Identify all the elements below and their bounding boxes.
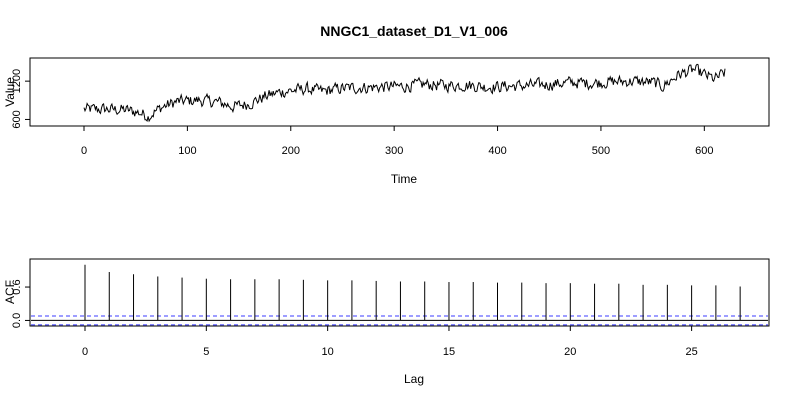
acf-axis-label: ACF [3,280,17,304]
x-tick-label: 300 [385,145,403,157]
y-tick-label: 600 [11,110,23,128]
x-tick-label: 500 [592,145,610,157]
acf-confidence-band [31,315,768,326]
acf-bars [84,264,741,321]
acf-frame [29,258,770,327]
y-tick-label: 1200 [11,69,23,93]
lag-axis-label: Lag [404,372,424,386]
x-tick-label: 10 [322,346,334,358]
x-tick-label: 5 [203,346,209,358]
time-series-panel: 600 1200 0 100 200 300 400 500 600 Time Value [3,57,770,186]
x-tick-label: 0 [82,346,88,358]
x-tick-label: 0 [81,145,87,157]
time-series-y-ticks: 600 1200 [11,69,30,129]
x-tick-label: 100 [178,145,196,157]
y-tick-label: 0.0 [11,313,23,328]
acf-y-ticks: 0.0 0.6 [11,279,30,328]
time-series-line [83,63,726,123]
acf-panel: 0.0 0.6 0 5 10 15 20 25 Lag ACF [3,258,770,386]
value-axis-label: Value [3,77,17,107]
y-tick-label: 0.6 [11,279,23,294]
time-series-frame [29,57,770,127]
x-tick-label: 15 [443,346,455,358]
acf-x-ticks: 0 5 10 15 20 25 [82,326,698,358]
chart-title: NNGC1_dataset_D1_V1_006 [320,23,508,39]
x-tick-label: 20 [564,346,576,358]
x-tick-label: 600 [695,145,713,157]
x-tick-label: 25 [685,346,697,358]
time-axis-label: Time [391,172,418,186]
x-tick-label: 200 [282,145,300,157]
x-tick-label: 400 [488,145,506,157]
time-series-x-ticks: 0 100 200 300 400 500 600 [81,126,714,157]
